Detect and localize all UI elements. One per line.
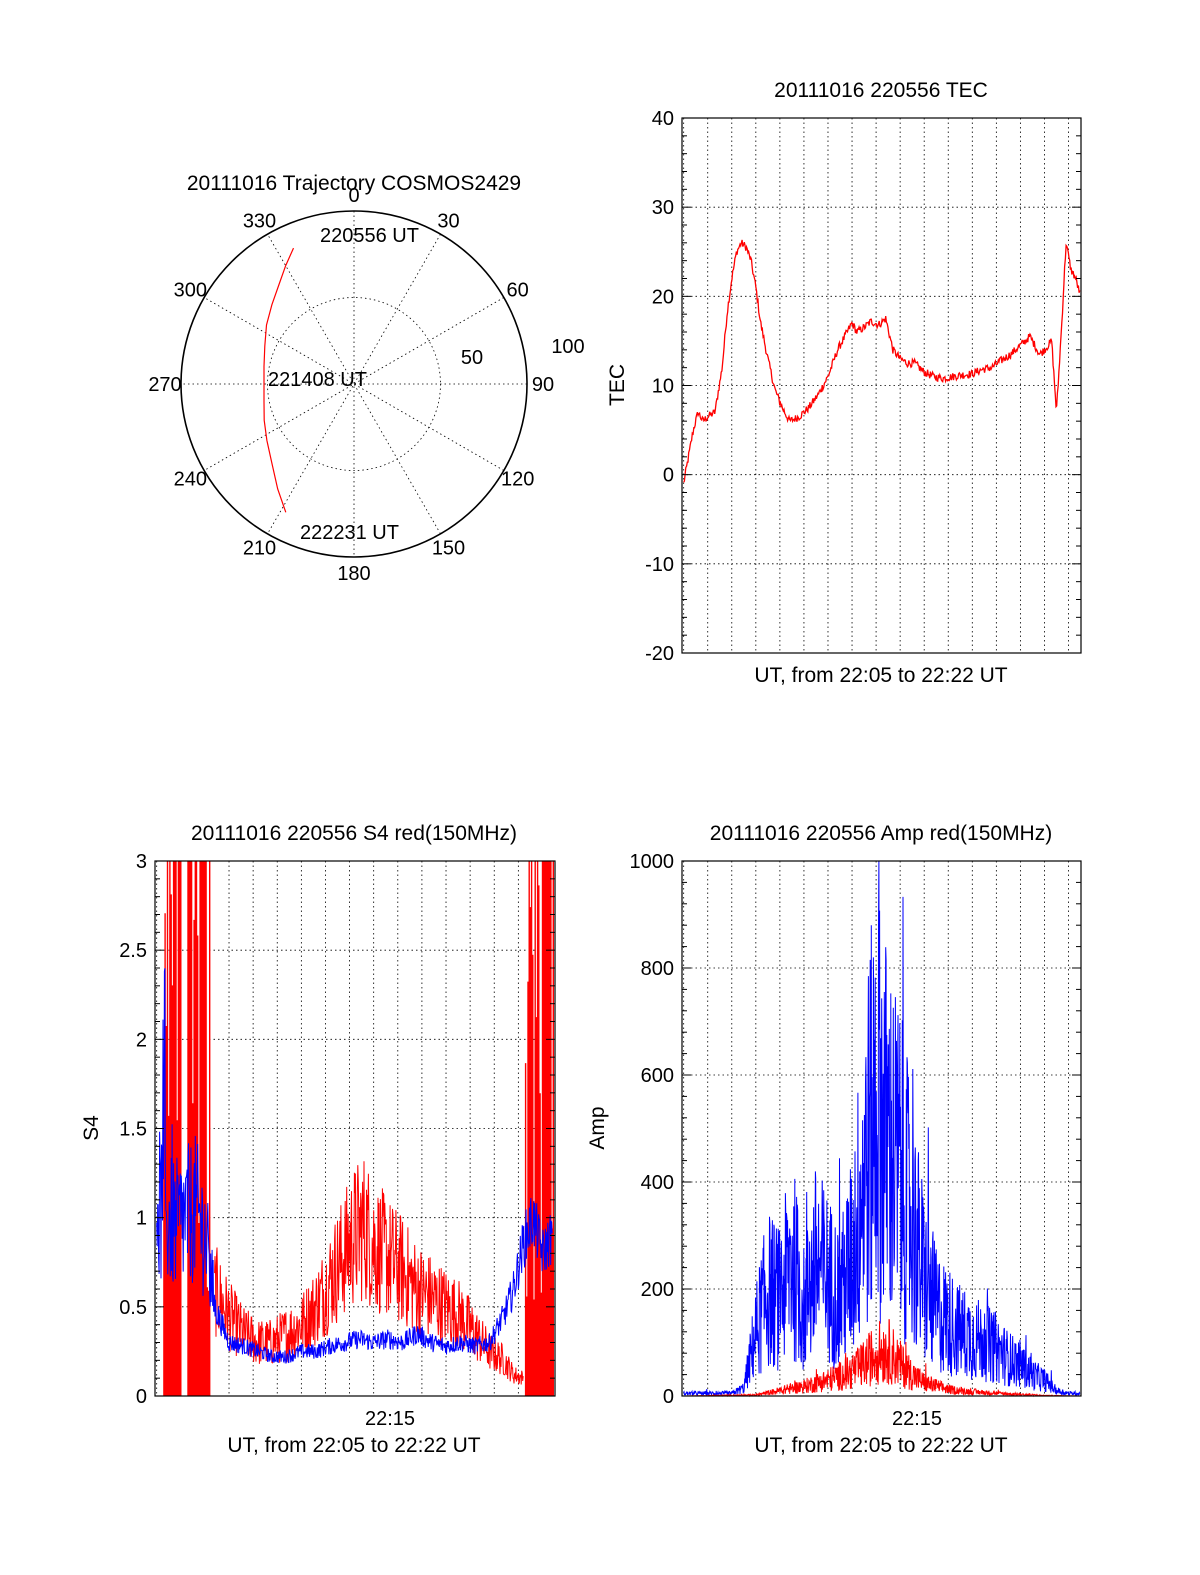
y-tick-label: 0 [136,1386,147,1408]
y-tick-label: 200 [641,1279,674,1301]
s4-x-tick-2215: 22:15 [365,1408,415,1430]
s4-panel: 20111016 220556 S4 red(150MHz) 0 0.5 1 1.5 2… [80,822,556,1457]
y-tick-label: 40 [652,108,674,130]
polar-angle-label: 330 [243,210,276,232]
s4-y-label: S4 [80,1115,103,1141]
s4-title: 20111016 220556 S4 red(150MHz) [191,822,517,845]
polar-angle-label: 150 [432,538,465,560]
amp-plot-frame [681,860,1082,1397]
polar-angle-label: 90 [532,374,554,396]
polar-angle-label: 60 [507,280,529,302]
y-tick-label: 1000 [630,851,675,873]
trajectory-polar-panel: 20111016 Trajectory COSMOS2429 0 30 60 90 12… [148,172,584,585]
trajectory-annotation-end: 222231 UT [300,522,399,544]
polar-radius-label-50: 50 [461,347,483,369]
y-tick-label: 3 [136,851,147,873]
polar-angle-label: 270 [148,374,181,396]
y-tick-label: 1.5 [119,1119,147,1141]
polar-angle-label: 120 [501,469,534,491]
amp-x-tick-2215: 22:15 [892,1408,942,1430]
y-tick-label: 0 [663,465,674,487]
y-tick-label: -20 [645,643,674,665]
polar-spoke [203,297,505,471]
polar-angle-label: 240 [174,469,207,491]
tec-grid [682,118,1081,653]
polar-angle-label: 30 [437,210,459,232]
tec-x-label: UT, from 22:05 to 22:22 UT [754,664,1007,687]
y-tick-label: 600 [641,1065,674,1087]
y-tick-label: 1 [136,1208,147,1230]
s4-x-label: UT, from 22:05 to 22:22 UT [227,1434,480,1457]
trajectory-annotation-start: 220556 UT [320,225,419,247]
tec-y-label: TEC [606,364,629,406]
polar-angle-label: 210 [243,538,276,560]
polar-spoke [203,297,505,471]
y-tick-label: -10 [645,554,674,576]
tec-series-line [683,239,1081,483]
amp-blue-series [683,860,1081,1397]
amp-y-label: Amp [586,1106,609,1149]
polar-radius-label-100: 100 [551,336,584,358]
polar-spoke [267,233,441,535]
polar-angle-label: 0 [348,185,359,207]
polar-angle-label: 300 [174,280,207,302]
polar-outer-circle [180,210,528,558]
amp-y-ticks: 0 200 400 600 800 1000 [630,851,1081,1408]
y-tick-label: 800 [641,958,674,980]
polar-angle-labels: 0 30 60 90 120 150 180 210 240 270 300 330 [148,185,554,585]
polar-grid [181,211,527,557]
y-tick-label: 400 [641,1172,674,1194]
y-tick-label: 2.5 [119,940,147,962]
y-tick-label: 20 [652,286,674,308]
trajectory-title: 20111016 Trajectory COSMOS2429 [187,172,521,195]
amp-title: 20111016 220556 Amp red(150MHz) [710,822,1052,845]
amp-x-label: UT, from 22:05 to 22:22 UT [754,1434,1007,1457]
s4-y-ticks: 0 0.5 1 1.5 2 2.5 3 [119,851,555,1408]
polar-angle-label: 180 [337,563,370,585]
y-tick-label: 30 [652,197,674,219]
y-tick-label: 0.5 [119,1297,147,1319]
tec-y-ticks: -20 -10 0 10 20 30 40 [645,108,1081,665]
y-tick-label: 0 [663,1386,674,1408]
y-tick-label: 10 [652,376,674,398]
polar-spoke [267,233,441,535]
trajectory-annotation-mid: 221408 UT [268,369,367,391]
s4-blue-series [156,968,553,1364]
y-tick-label: 2 [136,1029,147,1051]
amp-panel: 20111016 220556 Amp red(150MHz) 0 200 400 6… [586,822,1082,1457]
tec-title: 20111016 220556 TEC [774,79,988,102]
trajectory-line [263,247,295,513]
